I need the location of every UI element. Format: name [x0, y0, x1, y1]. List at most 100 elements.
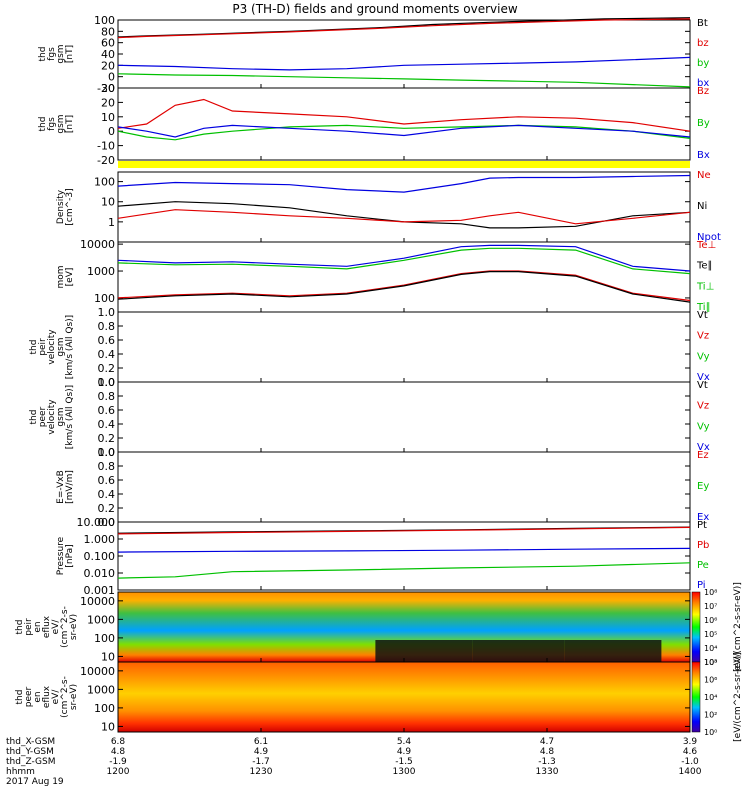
colorbar-tick-label: 10⁰ — [704, 728, 717, 737]
low-count-patch — [472, 640, 565, 662]
ylabel-line: thd — [29, 410, 39, 425]
legend-Ti∥: Ti∥ — [696, 302, 711, 313]
ytick-label: 1 — [108, 216, 115, 229]
ytick-label: -20 — [97, 154, 115, 167]
ylabel-line: E=-VxB — [56, 470, 66, 504]
xaxis-tick-value: 3.9 — [683, 737, 698, 747]
ytick-label: 100 — [94, 176, 115, 189]
ylabel-line: peer — [38, 406, 48, 427]
ytick-label: 0.100 — [84, 550, 116, 563]
ytick-label: 0.010 — [84, 567, 116, 580]
legend-Vx: Vx — [697, 442, 710, 453]
legend-Ne: Ne — [697, 170, 711, 181]
colorbar-tick-label: 10⁶ — [704, 616, 717, 625]
ytick-label: 0.2 — [98, 362, 116, 375]
colorbar-p10 — [691, 661, 701, 733]
legend-Ti⊥: Ti⊥ — [696, 281, 714, 292]
legend-Ni: Ni — [697, 201, 707, 212]
legend-Vt: Vt — [697, 380, 708, 391]
legend-Vt: Vt — [697, 310, 708, 321]
ylabel-line: velocity — [47, 329, 57, 365]
legend-Pt: Pt — [697, 520, 707, 531]
ylabel-line: peir — [38, 338, 48, 356]
low-count-patch — [375, 640, 473, 662]
low-count-patch — [564, 640, 662, 662]
ytick-label: 10 — [101, 720, 115, 733]
series-Ni — [117, 201, 691, 229]
legend-Pb: Pb — [697, 540, 709, 551]
legend-bx: bx — [697, 78, 709, 89]
series-Bz — [117, 98, 691, 132]
frame-p1 — [117, 19, 691, 89]
colorbar-tick-label: 10⁷ — [704, 602, 717, 611]
ylabel-line: thd — [38, 47, 48, 62]
legend-Vz: Vz — [697, 331, 709, 342]
ylabel-line: fgs — [47, 117, 57, 131]
series-Pe — [117, 562, 691, 579]
colorbar-tick-label: 10⁵ — [704, 630, 717, 639]
ylabel-line: peir — [24, 618, 34, 636]
colorbar-tick-label: 10⁸ — [704, 588, 717, 597]
ylabel-line: (cm^2-s- — [60, 606, 70, 648]
series-Npot — [117, 174, 691, 193]
xaxis-row-label: thd_X-GSM — [6, 737, 55, 747]
xaxis-tick-value: 5.4 — [397, 737, 412, 747]
xaxis-row-label: 2017 Aug 19 — [6, 777, 64, 787]
legend-Pe: Pe — [697, 560, 709, 571]
frame-p5 — [117, 311, 691, 383]
ylabel-line: gsm — [56, 114, 66, 133]
ytick-label: -20 — [97, 82, 115, 95]
ytick-label: 1000 — [87, 613, 115, 626]
xaxis-tick-value: 4.7 — [540, 737, 554, 747]
xaxis-row-label: thd_Z-GSM — [6, 757, 55, 767]
ytick-label: 10000 — [80, 665, 115, 678]
ytick-label: 0.2 — [98, 502, 116, 515]
xaxis-tick-value: 1330 — [536, 767, 559, 777]
ytick-label: 10 — [101, 196, 115, 209]
ylabel-line: eV/ — [51, 689, 61, 705]
ylabel-line: [mV/m] — [65, 470, 75, 504]
ytick-label: 0.4 — [98, 418, 116, 431]
xaxis-row-label: thd_Y-GSM — [6, 747, 54, 757]
series-Te∥ — [117, 271, 691, 303]
spectrogram-p10 — [118, 662, 690, 732]
series-bx — [117, 56, 691, 71]
ytick-label: 1.000 — [84, 533, 116, 546]
ytick-label: 0.8 — [98, 390, 116, 403]
ylabel-line: peer — [24, 686, 34, 707]
ytick-label: 10 — [101, 111, 115, 124]
legend-Ey: Ey — [697, 481, 709, 492]
colorbar-tick-label: 10⁶ — [704, 676, 717, 685]
ytick-label: 30 — [101, 82, 115, 95]
ylabel-line: Density — [56, 189, 66, 224]
colorbar-label: [eV/(cm^2-s-sr-eV)] — [733, 582, 743, 672]
colorbar-tick-label: 10² — [704, 711, 717, 720]
ytick-label: 0 — [108, 125, 115, 138]
series-Ti⊥ — [117, 244, 691, 272]
ytick-label: 0.6 — [98, 334, 116, 347]
xaxis-tick-value: -1.5 — [395, 757, 413, 767]
xaxis-tick-value: 1400 — [679, 767, 702, 777]
xaxis-tick-value: 1200 — [107, 767, 130, 777]
ytick-label: 0.8 — [98, 320, 116, 333]
ylabel-line: [km/s (All Qs)] — [65, 385, 75, 449]
colorbar-tick-label: 10⁴ — [704, 693, 717, 702]
ylabel-line: eflux — [42, 685, 52, 708]
ytick-label: 0.4 — [98, 348, 116, 361]
ylabel-line: (cm^2-s- — [60, 676, 70, 718]
ylabel-line: eflux — [42, 615, 52, 638]
ytick-label: 20 — [101, 59, 115, 72]
legend-Bx: Bx — [697, 150, 710, 161]
series-bz — [117, 18, 691, 39]
ylabel-line: [km/s (All Qs)] — [65, 315, 75, 379]
panel-p8: 0.001 0.010 0.100 1.000 10.000 Pressure [nPa] P… — [56, 516, 709, 597]
xaxis-tick-value: -1.3 — [538, 757, 556, 767]
series-Te⊥ — [117, 270, 691, 302]
mode-bar — [118, 161, 690, 168]
ytick-label: 10.000 — [77, 516, 116, 529]
legend-Ex: Ex — [697, 512, 709, 523]
xaxis-tick-value: -1.9 — [109, 757, 127, 767]
